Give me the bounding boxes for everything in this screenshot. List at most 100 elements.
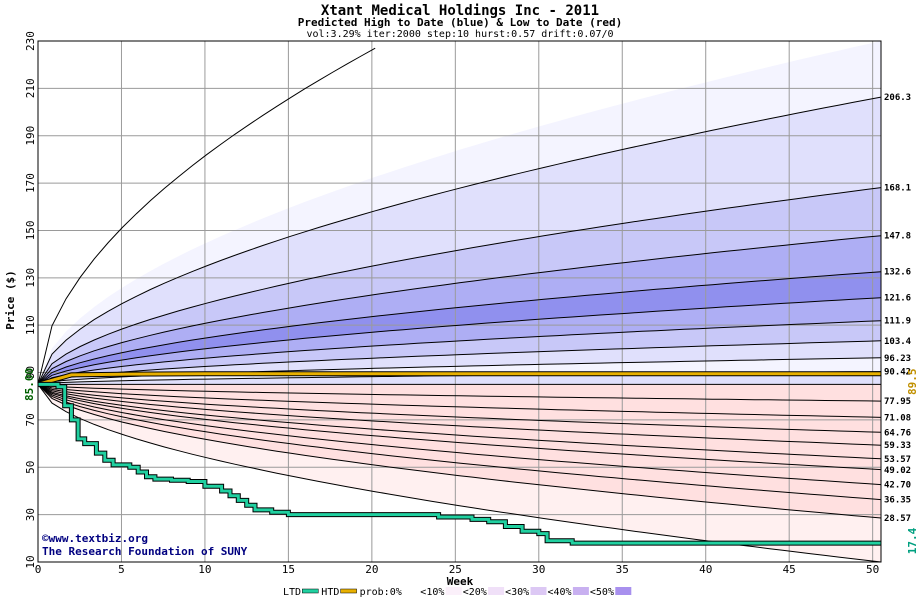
ltd-line — [38, 382, 881, 545]
x-tick-label: 35 — [616, 563, 629, 576]
legend-swatch — [572, 587, 589, 595]
y-tick-label: 170 — [24, 173, 37, 193]
percentile-line — [37, 235, 882, 385]
y-tick-label: 50 — [24, 461, 37, 474]
high-band — [38, 357, 881, 385]
y-tick-label: 90 — [24, 366, 37, 379]
x-tick-label: 30 — [532, 563, 545, 576]
x-axis-title: Week — [447, 575, 474, 588]
legend-label: <30% — [505, 587, 529, 598]
organization-text: The Research Foundation of SUNY — [42, 545, 248, 558]
chart-title: Xtant Medical Holdings Inc - 2011 — [321, 3, 599, 19]
low-band — [38, 384, 881, 518]
percentile-end-label: 28.57 — [884, 514, 911, 524]
y-tick-label: 230 — [24, 31, 37, 51]
percentile-line — [37, 383, 882, 433]
percentile-line — [37, 384, 882, 501]
legend-label: <40% — [548, 587, 572, 598]
high-band — [38, 320, 881, 385]
x-tick-label: 5 — [118, 563, 125, 576]
y-tick-label: 10 — [24, 555, 37, 568]
percentile-line — [37, 384, 882, 486]
percentile-line — [37, 47, 376, 385]
legend-label: LTD — [283, 587, 301, 598]
legend-swatch — [530, 587, 547, 595]
y-tick-label: 150 — [24, 221, 37, 241]
high-band — [38, 271, 881, 385]
high-band — [38, 297, 881, 385]
y-tick-label: 110 — [24, 315, 37, 335]
x-tick-label: 0 — [35, 563, 42, 576]
plot-frame — [37, 40, 882, 563]
percentile-end-label: 132.6 — [884, 268, 911, 278]
legend-swatch — [615, 587, 632, 595]
x-tick-label: 50 — [866, 563, 879, 576]
percentile-end-label: 59.33 — [884, 441, 911, 451]
percentile-line — [37, 384, 882, 519]
percentile-end-label: 96.23 — [884, 354, 911, 364]
percentile-end-label: 36.35 — [884, 496, 911, 506]
y-tick-label: 70 — [24, 413, 37, 426]
percentile-line — [37, 271, 882, 385]
percentile-end-label: 49.02 — [884, 466, 911, 476]
percentile-end-label: 90.42 — [884, 368, 911, 378]
start-price-label: 85.00 — [23, 368, 36, 401]
current-high-label: 89.5 — [906, 368, 919, 395]
high-band — [38, 187, 881, 385]
x-tick-label: 40 — [699, 563, 712, 576]
percentile-line — [37, 340, 882, 385]
percentile-end-label: 147.8 — [884, 232, 911, 242]
percentile-end-label: 77.95 — [884, 397, 911, 407]
x-tick-label: 15 — [282, 563, 295, 576]
y-axis-title: Price ($) — [4, 270, 17, 330]
percentile-line — [37, 383, 882, 460]
plot-area: 0 5 10 15 20 25 30 35 40 45 50 10 30 50 70 90 110 130 150 1… — [23, 31, 919, 576]
x-tick-label: 25 — [449, 563, 462, 576]
legend-swatch — [302, 588, 319, 594]
percentile-end-label: 103.4 — [884, 337, 912, 347]
legend-swatch — [403, 587, 420, 595]
x-tick-label: 45 — [783, 563, 796, 576]
percentile-line — [37, 297, 882, 385]
legend-swatch — [445, 587, 462, 595]
x-tick-label: 10 — [198, 563, 211, 576]
percentile-end-label: 168.1 — [884, 184, 911, 194]
htd-line — [37, 372, 881, 386]
legend: LTD HTD prob:0% <10% <20% <30% <40% <50% — [283, 587, 632, 598]
high-band — [38, 340, 881, 385]
percentile-line — [37, 383, 882, 402]
y-tick-label: 30 — [24, 508, 37, 521]
percentile-end-label: 64.76 — [884, 428, 911, 438]
legend-swatch — [488, 587, 505, 595]
percentile-end-label: 42.70 — [884, 481, 911, 491]
percentile-end-label: 206.3 — [884, 93, 911, 103]
high-band — [38, 97, 881, 385]
x-tick-label: 20 — [365, 563, 378, 576]
percentile-line — [37, 383, 882, 446]
legend-label: <10% — [420, 587, 444, 598]
high-band — [38, 41, 881, 385]
legend-label: <20% — [463, 587, 487, 598]
y-tick-label: 210 — [24, 78, 37, 98]
percentile-end-label: 111.9 — [884, 317, 911, 327]
percentile-line — [37, 383, 882, 471]
percentile-end-label: 71.08 — [884, 413, 911, 423]
percentile-end-label: 121.6 — [884, 294, 911, 304]
high-band — [38, 235, 881, 385]
legend-label: HTD — [321, 587, 339, 598]
copyright-text: ©www.textbiz.org — [42, 532, 148, 545]
legend-label: prob:0% — [360, 587, 402, 598]
legend-label: <50% — [590, 587, 614, 598]
y-tick-label: 190 — [24, 126, 37, 146]
current-low-label: 17.4 — [906, 527, 919, 554]
percentile-line — [37, 96, 882, 385]
y-tick-label: 130 — [24, 268, 37, 288]
percentile-line — [37, 320, 882, 385]
legend-swatch — [340, 588, 357, 594]
percentile-line — [37, 383, 882, 418]
percentile-end-label: 53.57 — [884, 455, 911, 465]
percentile-line — [37, 187, 882, 385]
chart-subtitle: Predicted High to Date (blue) & Low to D… — [298, 16, 623, 29]
chart-params: vol:3.29% iter:2000 step:10 hurst:0.57 d… — [306, 29, 613, 40]
